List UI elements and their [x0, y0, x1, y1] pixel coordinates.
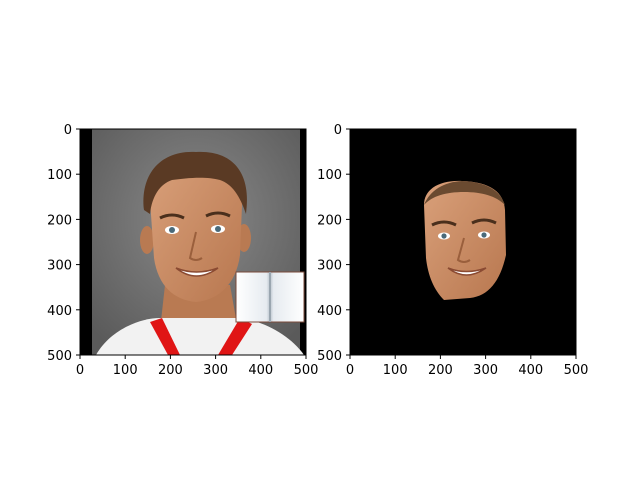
- y-tick-label: 400: [317, 304, 342, 319]
- y-tick-label: 500: [317, 349, 342, 364]
- x-tick-label: 400: [518, 363, 543, 378]
- y-tick-label: 300: [317, 259, 342, 274]
- y-tick-label: 0: [334, 123, 342, 138]
- x-tick-label: 500: [294, 363, 319, 378]
- book-occluder: [235, 271, 305, 323]
- left-axes-frame: [79, 128, 307, 356]
- y-tick-label: 0: [64, 123, 72, 138]
- x-tick-label: 200: [158, 363, 183, 378]
- left-photo: [80, 129, 306, 355]
- x-tick-label: 500: [564, 363, 589, 378]
- x-tick-label: 300: [203, 363, 228, 378]
- y-tick-label: 100: [317, 168, 342, 183]
- right-panel: 0 100 200 300 400 500 0 100 200 300 400 500: [317, 123, 588, 378]
- x-tick-label: 400: [248, 363, 273, 378]
- y-tick-label: 500: [47, 349, 72, 364]
- segmented-face: [424, 180, 506, 300]
- x-tick-label: 100: [113, 363, 138, 378]
- right-ticks: 0 100 200 300 400 500 0 100 200 300 400 500: [317, 123, 588, 378]
- left-ticks: 0 100 200 300 400 500 0 100 200 300 400 500: [47, 123, 318, 378]
- y-tick-label: 200: [317, 213, 342, 228]
- left-panel: 0 100 200 300 400 500 0 100 200 300 400 500: [47, 123, 318, 378]
- y-tick-label: 300: [47, 259, 72, 274]
- x-tick-label: 0: [76, 363, 84, 378]
- x-tick-label: 0: [346, 363, 354, 378]
- y-tick-label: 200: [47, 213, 72, 228]
- x-tick-label: 200: [428, 363, 453, 378]
- x-tick-label: 300: [473, 363, 498, 378]
- right-axes-frame: [349, 128, 577, 356]
- y-tick-label: 100: [47, 168, 72, 183]
- y-tick-label: 400: [47, 304, 72, 319]
- x-tick-label: 100: [383, 363, 408, 378]
